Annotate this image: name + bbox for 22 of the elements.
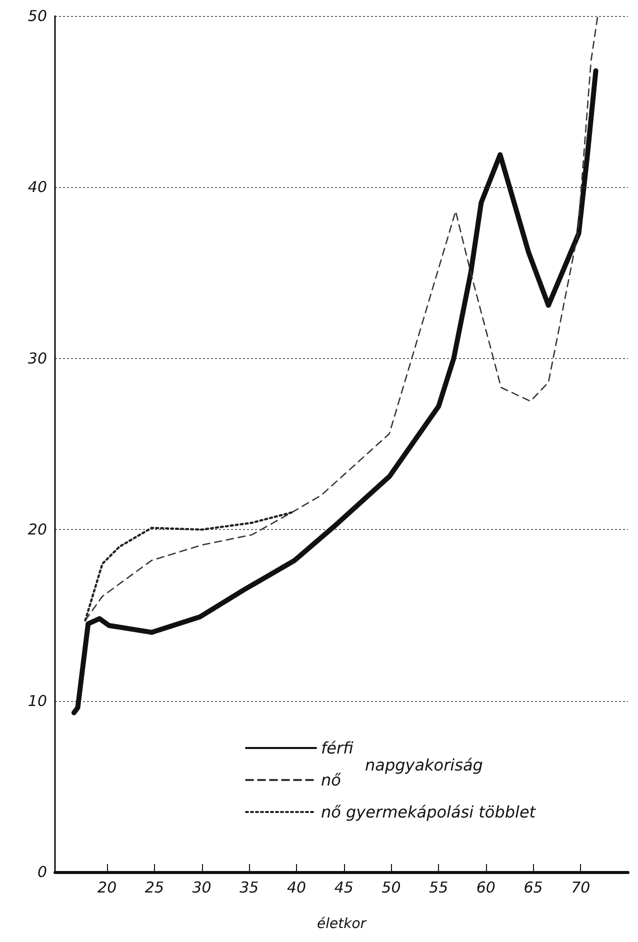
legend-label: nő — [321, 770, 342, 790]
x-tick-label: 45 — [334, 878, 354, 896]
x-tick-label: 35 — [240, 878, 259, 896]
legend-label: nő gyermekápolási többlet — [321, 802, 536, 822]
y-tick-label: 50 — [28, 7, 47, 25]
x-tick-label: 55 — [429, 878, 448, 896]
y-tick-label: 10 — [28, 692, 47, 710]
x-tick-label: 30 — [192, 878, 212, 896]
x-tick-label: 20 — [98, 878, 117, 896]
x-tick-label: 50 — [382, 878, 401, 896]
y-tick-label: 0 — [37, 863, 47, 881]
x-tick-label: 65 — [524, 878, 543, 896]
x-tick-label: 60 — [476, 878, 496, 896]
legend-label: férfi — [321, 738, 354, 758]
x-axis-title: életkor — [316, 916, 368, 932]
x-tick-label: 25 — [144, 878, 164, 896]
y-tick-label: 40 — [28, 178, 47, 196]
x-tick-label: 40 — [286, 878, 306, 896]
y-tick-label: 30 — [28, 349, 47, 368]
y-tick-label: 20 — [28, 520, 47, 539]
annotation: napgyakoriság — [365, 756, 483, 774]
x-tick-label: 70 — [571, 878, 590, 896]
